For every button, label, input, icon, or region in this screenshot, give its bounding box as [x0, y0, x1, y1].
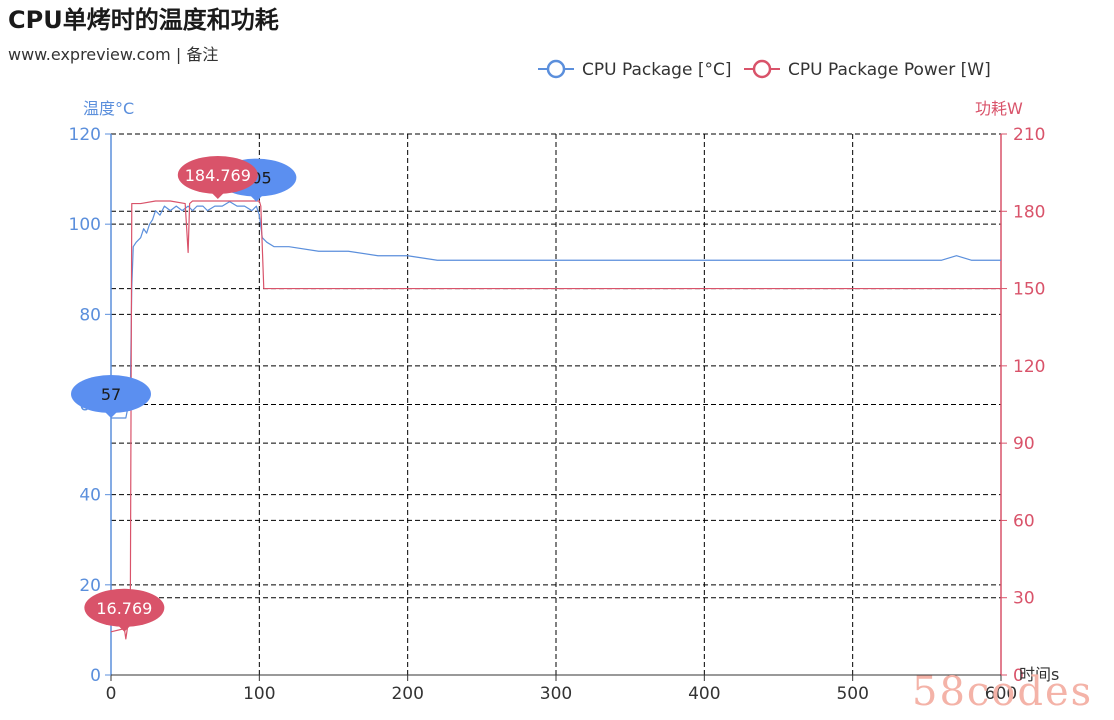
series-line-power: [110, 200, 1001, 640]
left-tick-label-80: 80: [79, 305, 101, 325]
grid: [111, 133, 1001, 675]
right-tick-label-90: 90: [1013, 434, 1035, 454]
left-tick-label-100: 100: [69, 215, 101, 235]
left-axis-name: 温度°C: [83, 99, 134, 118]
right-tick-label-30: 30: [1013, 589, 1035, 609]
legend[interactable]: CPU Package [°C] CPU Package Power [W]: [538, 59, 991, 80]
marker-bubble: [177, 155, 258, 194]
right-tick-label-0: 0: [1013, 666, 1024, 686]
marker-label: 184.769: [185, 166, 251, 185]
x-tick-label-100: 100: [243, 684, 275, 704]
marker-power-3: 16.769: [84, 588, 165, 632]
legend-item-temperature[interactable]: CPU Package [°C]: [538, 59, 731, 80]
series-lines: [110, 200, 1001, 640]
x-axis-name: 时间s: [1019, 665, 1059, 684]
legend-label-temperature: CPU Package [°C]: [582, 60, 731, 80]
right-tick-label-60: 60: [1013, 511, 1035, 531]
marker-bubble: [71, 375, 151, 414]
chart-subtitle: www.expreview.com | 备注: [8, 45, 218, 64]
marker-power-2: 184.769: [177, 155, 258, 199]
chart-title: CPU单烤时的温度和功耗: [8, 6, 279, 34]
x-tick-label-400: 400: [688, 684, 720, 704]
tick-labels: 0100200300400500600020406080100120030609…: [69, 125, 1046, 704]
left-tick-label-120: 120: [69, 125, 101, 145]
left-tick-label-40: 40: [79, 486, 101, 506]
x-tick-label-500: 500: [836, 684, 868, 704]
legend-symbol-power: [752, 59, 772, 79]
x-tick-label-200: 200: [391, 684, 423, 704]
right-tick-label-210: 210: [1013, 125, 1045, 145]
left-tick-label-20: 20: [79, 576, 101, 596]
marker-temperature-1: 57: [71, 375, 151, 419]
right-axis-name: 功耗W: [975, 99, 1023, 118]
left-tick-label-0: 0: [90, 666, 101, 686]
marker-label: 57: [101, 385, 121, 404]
legend-item-power[interactable]: CPU Package Power [W]: [744, 59, 991, 80]
marker-label: 16.769: [96, 599, 152, 618]
legend-label-power: CPU Package Power [W]: [788, 60, 991, 80]
right-tick-label-120: 120: [1013, 357, 1045, 377]
right-tick-label-180: 180: [1013, 202, 1045, 222]
watermark: 58codes: [912, 669, 1093, 715]
x-tick-label-300: 300: [540, 684, 572, 704]
series-line-temperature: [111, 201, 1001, 419]
marker-bubble: [84, 588, 165, 627]
legend-symbol-temperature: [546, 59, 566, 79]
right-tick-label-150: 150: [1013, 280, 1045, 300]
x-tick-label-0: 0: [106, 684, 117, 704]
x-tick-label-600: 600: [985, 684, 1017, 704]
